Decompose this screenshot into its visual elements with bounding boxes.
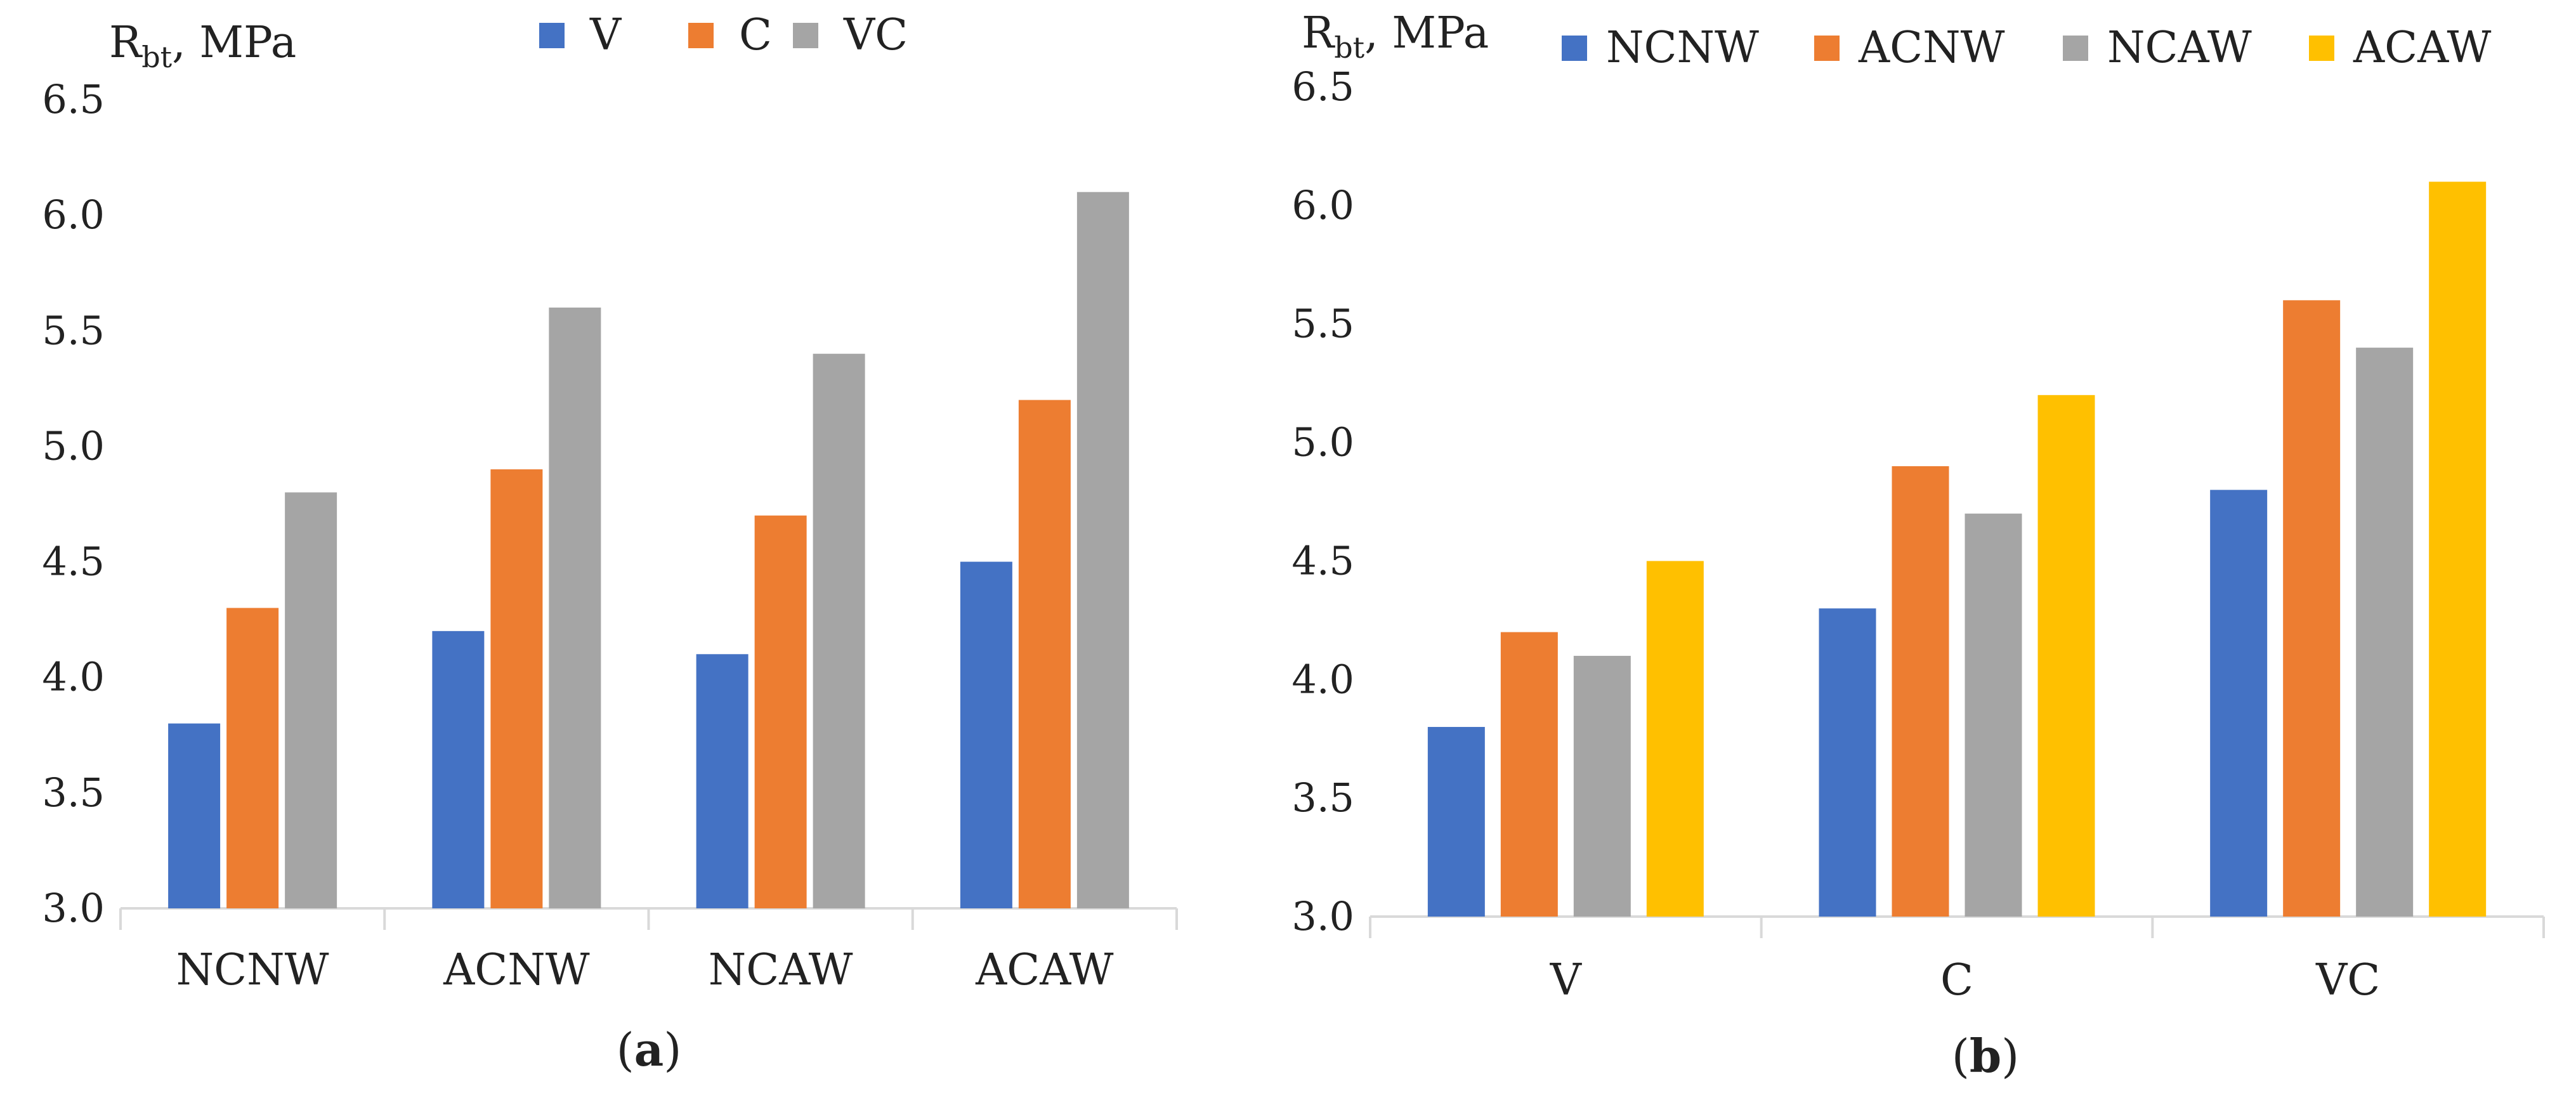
bar-acnw-c <box>1892 466 1949 917</box>
bar-vc-ncaw <box>813 353 865 908</box>
y-tick-label: 3.0 <box>1291 893 1354 939</box>
legend-label-acnw: ACNW <box>1858 23 2005 73</box>
bar-c-ncaw <box>754 515 807 908</box>
y-tick-label: 6.0 <box>42 192 105 238</box>
legend-label-vc: VC <box>843 10 908 60</box>
y-tick-label: 3.0 <box>42 885 105 931</box>
bar-ncaw-v <box>1573 655 1631 917</box>
y-tick-label: 4.0 <box>1291 656 1354 702</box>
legend-label-ncnw: NCNW <box>1606 23 1759 73</box>
legend-label-v: V <box>589 10 622 60</box>
y-tick-label: 6.5 <box>42 76 105 122</box>
y-tick-label: 4.5 <box>1291 537 1354 584</box>
x-category-label: ACAW <box>975 945 1113 995</box>
bar-c-ncnw <box>226 608 279 908</box>
legend-swatch-ncnw <box>1562 36 1587 61</box>
bar-vc-ncnw <box>285 492 337 908</box>
bar-acaw-vc <box>2429 181 2487 917</box>
bar-ncaw-c <box>1965 513 2022 917</box>
legend-swatch-c <box>688 23 714 48</box>
y-tick-label: 5.0 <box>1291 419 1354 466</box>
bar-v-ncaw <box>696 654 749 908</box>
bar-ncnw-v <box>1427 727 1485 917</box>
legend-label-acaw: ACAW <box>2353 23 2491 73</box>
y-tick-label: 4.0 <box>42 654 105 700</box>
y-tick-label: 4.5 <box>42 539 105 585</box>
y-axis-label: Rbt, MPa <box>1302 8 1489 65</box>
y-tick-label: 3.5 <box>42 769 105 816</box>
x-category-label: ACNW <box>443 945 590 995</box>
bar-acaw-c <box>2037 395 2095 917</box>
bar-v-acnw <box>432 631 485 908</box>
bar-ncnw-c <box>1819 608 1876 917</box>
bar-acnw-vc <box>2283 300 2341 917</box>
bar-v-acaw <box>960 561 1012 908</box>
y-tick-label: 6.5 <box>1291 63 1354 110</box>
bar-vc-acaw <box>1076 192 1129 908</box>
bar-acnw-v <box>1500 632 1558 917</box>
bar-c-acaw <box>1018 400 1071 908</box>
bar-ncaw-vc <box>2356 348 2414 917</box>
x-category-label: NCAW <box>709 945 853 995</box>
y-tick-label: 5.0 <box>42 422 105 469</box>
legend-label-ncaw: NCAW <box>2107 23 2252 73</box>
legend-swatch-vc <box>793 23 818 48</box>
bar-v-ncnw <box>168 723 221 908</box>
bar-ncnw-vc <box>2210 490 2268 917</box>
y-tick-label: 5.5 <box>1291 301 1354 347</box>
y-axis-label: Rbt, MPa <box>109 18 296 74</box>
bar-acaw-v <box>1646 561 1704 917</box>
bar-vc-acnw <box>549 307 601 908</box>
legend-swatch-ncaw <box>2063 36 2088 61</box>
panel-label: (b) <box>1952 1029 2020 1083</box>
x-category-label: VC <box>2315 955 2380 1005</box>
panel-label: (a) <box>617 1023 682 1076</box>
y-tick-label: 6.0 <box>1291 182 1354 228</box>
bar-c-acnw <box>490 469 543 908</box>
y-tick-label: 5.5 <box>42 307 105 353</box>
y-tick-label: 3.5 <box>1291 774 1354 821</box>
panel-a: 3.0 3.5 4.0 4.5 5.0 5.5 6.0 6.5 NCNW ACNW NCAW ACAW… <box>42 10 1178 1076</box>
legend-label-c: C <box>739 10 772 60</box>
x-category-label: V <box>1550 955 1583 1005</box>
x-category-label: NCNW <box>176 945 329 995</box>
legend-swatch-v <box>539 23 565 48</box>
legend-swatch-acnw <box>1814 36 1840 61</box>
legend-swatch-acaw <box>2309 36 2334 61</box>
x-category-label: C <box>1940 955 1973 1005</box>
